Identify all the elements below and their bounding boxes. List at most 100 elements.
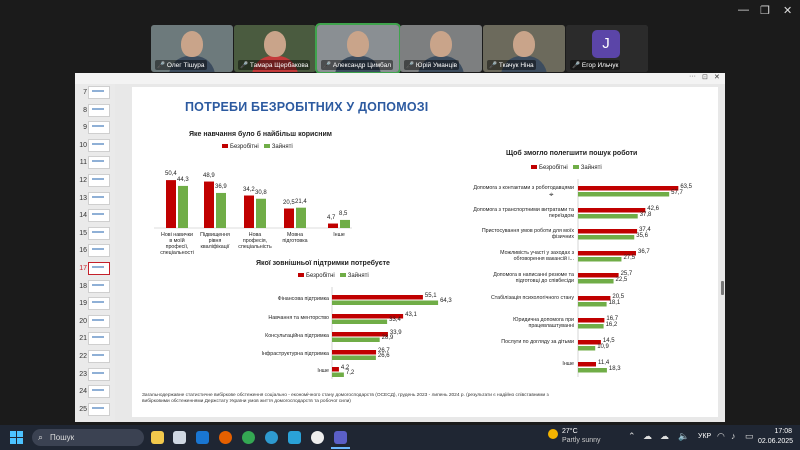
participant-tile[interactable]: 🎤 Юрій Уманців xyxy=(400,25,482,72)
meeting-app-icon[interactable] xyxy=(334,431,347,444)
person-body xyxy=(418,56,464,72)
slide-thumbnail[interactable] xyxy=(88,156,110,170)
file-explorer-icon[interactable] xyxy=(151,431,164,444)
chevron-up-icon[interactable]: ⌃ xyxy=(628,431,636,441)
slide-thumbnail[interactable] xyxy=(88,226,110,240)
thumbnail-content xyxy=(92,266,104,268)
cloud-icon[interactable]: ☁ xyxy=(643,431,652,441)
clock-time[interactable]: 17:08 xyxy=(774,428,792,435)
clock-date[interactable]: 02.06.2025 xyxy=(758,438,794,445)
chart2-bar xyxy=(332,300,439,305)
slide-thumbnail[interactable] xyxy=(88,367,110,381)
chart3-bar xyxy=(578,296,611,301)
weather-desc: Partly sunny xyxy=(562,437,601,444)
participant-tile[interactable]: 🎤 Ткачук Ніна xyxy=(483,25,565,72)
chart2-bar xyxy=(332,295,423,300)
chart3-category-label: Допомога з контактами з роботодавцями xyxy=(473,185,574,191)
taskbar-search[interactable]: ⌕ Пошук xyxy=(32,429,144,446)
chart1-data-label: 30,8 xyxy=(255,189,267,196)
chart1-legend: Безробітні Зайняті xyxy=(222,144,293,150)
chart2-category-label: Консультаційна підтримка xyxy=(265,333,329,339)
chart3-data-label: 20,5 xyxy=(612,293,625,300)
slide-thumbnail[interactable] xyxy=(88,350,110,363)
slide-thumbnail[interactable] xyxy=(88,402,110,416)
weather-icon[interactable] xyxy=(548,429,558,439)
search-icon: ⌕ xyxy=(38,432,44,442)
participant-tile[interactable]: 🎤 Тамара Щербакова xyxy=(234,25,316,72)
slide-thumbnail[interactable] xyxy=(88,103,110,117)
speaker-icon[interactable]: 🔈 xyxy=(678,431,690,441)
chart1-bar xyxy=(244,195,254,228)
legend-unemployed: Безробітні xyxy=(230,144,259,150)
slide-thumbnail[interactable] xyxy=(88,332,110,346)
slide-thumbnail[interactable] xyxy=(88,297,110,311)
thumbnail-number: 12 xyxy=(79,177,87,184)
participant-tile[interactable]: 🎤 Александр Цимбал xyxy=(315,23,401,74)
slide-thumbnail[interactable] xyxy=(88,174,110,187)
chart2-category-label: Навчання та менторство xyxy=(268,315,329,321)
slide-thumbnail[interactable] xyxy=(88,138,110,152)
person-head xyxy=(347,31,369,57)
wifi-icon[interactable]: ◠ xyxy=(717,431,725,441)
chart3-bar xyxy=(578,279,614,284)
chart2-data-label: 64,3 xyxy=(440,298,452,304)
language-indicator[interactable]: УКР xyxy=(698,433,712,440)
slide-thumbnail[interactable] xyxy=(88,191,110,205)
volume-icon[interactable]: ♪ xyxy=(731,431,736,441)
chart3-bar xyxy=(578,251,636,256)
thumbnail-content xyxy=(92,142,104,145)
slide-thumbnail[interactable] xyxy=(88,209,110,223)
chart3-data-label: 14,5 xyxy=(602,337,615,344)
participant-name: 🎤 Александр Цимбал xyxy=(321,60,394,70)
store-icon[interactable] xyxy=(173,431,186,444)
chart1-category-label: Інше xyxy=(333,232,345,238)
chart3-legend: Безробітні Зайняті xyxy=(531,165,602,171)
chart2-data-label: 28,9 xyxy=(381,335,394,341)
more-icon[interactable]: ··· xyxy=(689,73,696,80)
chart1-bar xyxy=(284,208,294,228)
chart3-bar xyxy=(578,192,670,197)
onedrive-icon[interactable]: ☁ xyxy=(660,431,669,441)
windows-start-icon[interactable] xyxy=(10,431,23,444)
telegram-icon[interactable] xyxy=(288,431,301,444)
chart1-data-label: 4,7 xyxy=(327,214,336,221)
cursor-icon: ⌖ xyxy=(549,190,554,199)
thumbnail-number: 14 xyxy=(79,212,87,220)
legend-swatch-unemployed xyxy=(298,273,304,278)
chart3-category-label: Стабілізація психологічного стану xyxy=(490,295,574,301)
slide-thumbnail[interactable] xyxy=(88,314,110,328)
edge-icon[interactable] xyxy=(265,431,278,444)
slide-thumbnail[interactable] xyxy=(88,262,110,275)
person-head xyxy=(181,31,203,57)
minimize-icon[interactable]: — xyxy=(738,4,749,16)
close-viewer-icon[interactable]: ✕ xyxy=(714,74,720,81)
slide-thumbnail[interactable] xyxy=(88,86,110,99)
participant-tile[interactable]: J 🎤 Егор Ильчук xyxy=(566,25,648,72)
fit-icon[interactable]: ⊡ xyxy=(702,74,708,81)
chart3-category-label: Допомога з транспортними витратами та пе… xyxy=(473,207,574,220)
slide-thumbnail[interactable] xyxy=(88,279,110,293)
scrollbar[interactable] xyxy=(721,281,724,295)
chart1-bar xyxy=(340,219,350,228)
chart1-category-label: Нова професія, спеціальність xyxy=(238,232,272,250)
chrome-icon[interactable] xyxy=(242,431,255,444)
chart3-data-label: 35,6 xyxy=(636,232,648,239)
battery-icon[interactable]: ▭ xyxy=(745,431,754,441)
chart2-bar xyxy=(332,314,404,319)
chart1-bar xyxy=(296,207,306,228)
slide-thumbnail[interactable] xyxy=(88,121,110,135)
media-player-icon[interactable] xyxy=(311,431,324,444)
participant-tile[interactable]: 🎤 Олег Тішура xyxy=(151,25,233,72)
maximize-icon[interactable]: ❐ xyxy=(760,5,770,17)
slide-thumbnail[interactable] xyxy=(88,244,110,258)
chart2-category-label: Інше xyxy=(317,368,329,374)
chart3-bar xyxy=(578,257,622,262)
person-head xyxy=(264,31,286,57)
close-icon[interactable]: ✕ xyxy=(783,5,793,17)
outlook-icon[interactable] xyxy=(196,431,209,444)
person-head xyxy=(430,31,452,57)
chart2-bar xyxy=(332,332,388,337)
firefox-icon[interactable] xyxy=(219,431,232,444)
slide-thumbnail[interactable] xyxy=(88,385,110,399)
thumbnail-number: 23 xyxy=(79,370,87,378)
